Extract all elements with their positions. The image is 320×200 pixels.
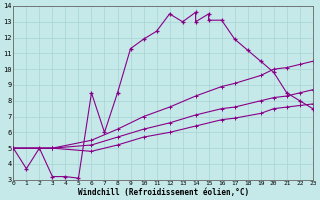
X-axis label: Windchill (Refroidissement éolien,°C): Windchill (Refroidissement éolien,°C): [77, 188, 249, 197]
